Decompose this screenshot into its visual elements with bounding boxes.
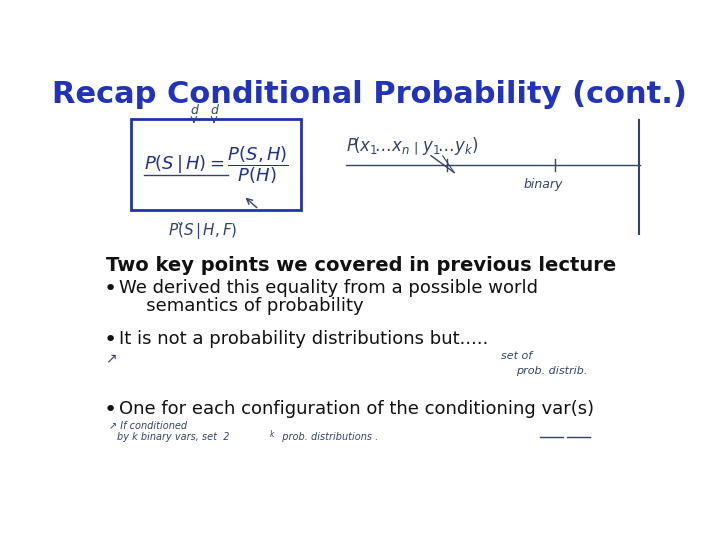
- Text: semantics of probability: semantics of probability: [129, 296, 364, 315]
- Text: ↗ If conditioned: ↗ If conditioned: [109, 421, 187, 430]
- Text: set of: set of: [500, 351, 532, 361]
- Text: $P(S\,|\,H) = \dfrac{P(S,H)}{P(H)}$: $P(S\,|\,H) = \dfrac{P(S,H)}{P(H)}$: [144, 144, 289, 186]
- Text: k: k: [270, 430, 274, 439]
- Text: It is not a probability distributions but.....: It is not a probability distributions bu…: [120, 330, 489, 348]
- Text: prob. distributions .: prob. distributions .: [276, 432, 378, 442]
- Text: d: d: [191, 104, 199, 117]
- FancyBboxPatch shape: [131, 119, 301, 211]
- Text: d: d: [210, 104, 218, 117]
- Text: prob. distrib.: prob. distrib.: [516, 366, 588, 376]
- Text: $P(\check{S}\,|\,H,F)$: $P(\check{S}\,|\,H,F)$: [168, 220, 237, 241]
- Text: •: •: [104, 279, 117, 299]
- Text: $P\!\left(x_1\!\ldots x_n\;\middle|\;y_1\!\ldots y_k\right)$: $P\!\left(x_1\!\ldots x_n\;\middle|\;y_1…: [346, 134, 478, 157]
- Text: •: •: [104, 400, 117, 420]
- Text: •: •: [104, 330, 117, 350]
- Text: binary: binary: [524, 178, 563, 191]
- Text: Recap Conditional Probability (cont.): Recap Conditional Probability (cont.): [52, 79, 686, 109]
- Text: by k binary vars, set  2: by k binary vars, set 2: [117, 432, 230, 442]
- Text: We derived this equality from a possible world: We derived this equality from a possible…: [120, 279, 539, 297]
- Text: Two key points we covered in previous lecture: Two key points we covered in previous le…: [106, 256, 616, 275]
- Text: One for each configuration of the conditioning var(s): One for each configuration of the condit…: [120, 400, 595, 418]
- Text: ↗: ↗: [106, 351, 117, 365]
